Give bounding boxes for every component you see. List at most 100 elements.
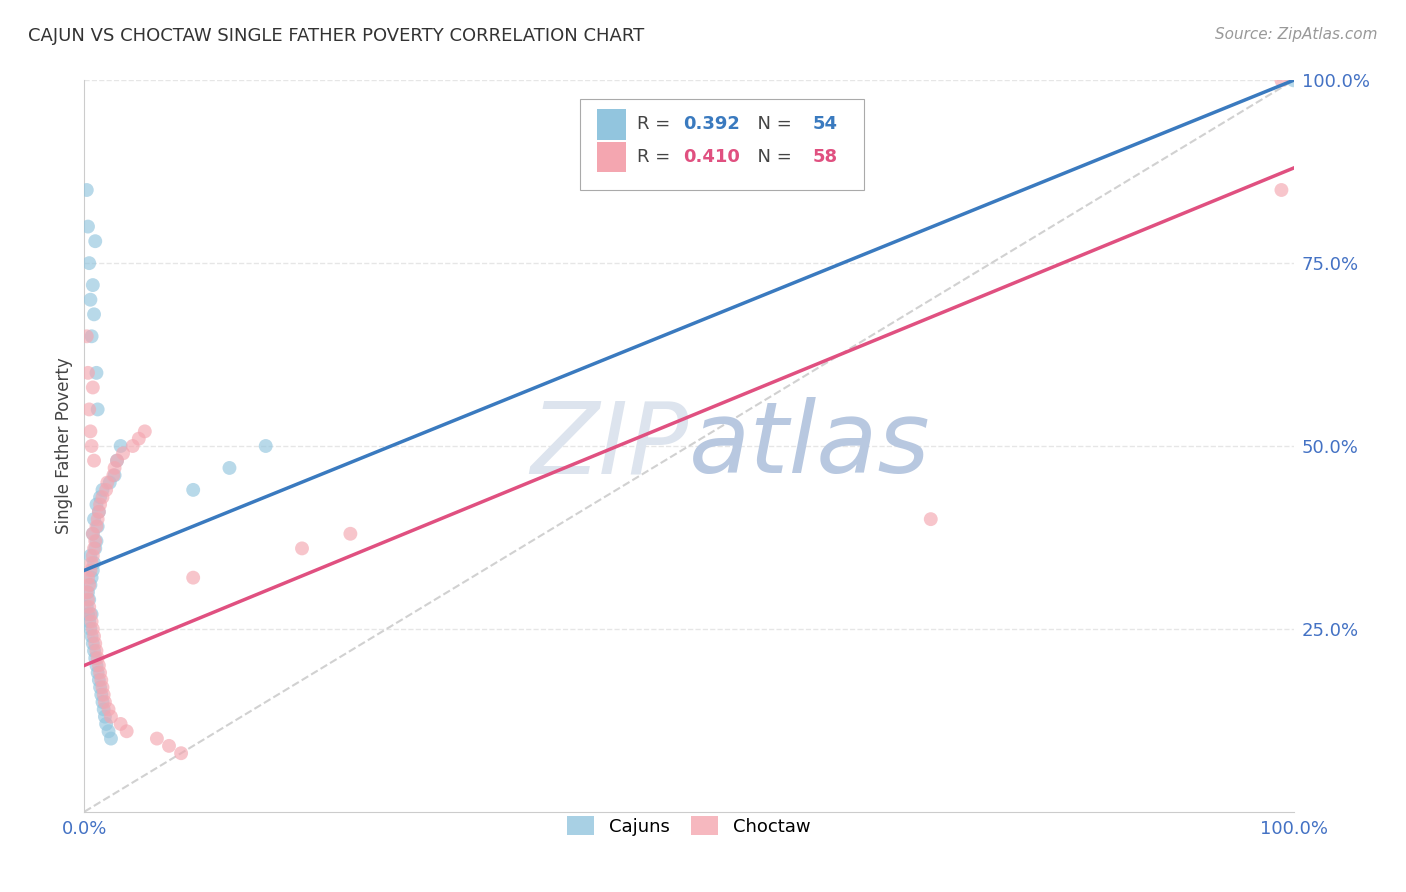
Text: CAJUN VS CHOCTAW SINGLE FATHER POVERTY CORRELATION CHART: CAJUN VS CHOCTAW SINGLE FATHER POVERTY C… — [28, 27, 644, 45]
Point — [77, 585, 100, 599]
Point — [920, 512, 942, 526]
Point — [104, 461, 127, 475]
Point — [93, 688, 115, 702]
Point — [89, 681, 111, 695]
Point — [94, 695, 117, 709]
FancyBboxPatch shape — [598, 142, 626, 172]
Point — [1270, 73, 1292, 87]
Point — [112, 446, 135, 460]
Point — [84, 636, 107, 650]
Point — [100, 731, 122, 746]
Point — [157, 739, 180, 753]
Point — [86, 512, 108, 526]
Point — [80, 615, 103, 629]
Point — [94, 483, 117, 497]
Point — [86, 658, 108, 673]
Point — [254, 439, 277, 453]
Point — [86, 519, 108, 533]
Point — [83, 644, 105, 658]
Point — [97, 702, 120, 716]
Point — [94, 709, 117, 723]
Point — [181, 483, 204, 497]
Point — [83, 453, 105, 467]
Point — [91, 695, 114, 709]
Point — [83, 629, 105, 643]
Point — [121, 439, 143, 453]
Point — [77, 599, 100, 614]
Point — [100, 709, 122, 723]
Point — [80, 439, 103, 453]
Point — [84, 541, 107, 556]
Point — [1270, 183, 1292, 197]
Point — [82, 636, 104, 650]
Point — [82, 380, 104, 394]
Point — [80, 629, 103, 643]
Point — [87, 505, 110, 519]
Point — [134, 425, 156, 439]
Point — [79, 622, 101, 636]
Point — [86, 534, 108, 549]
Point — [93, 702, 115, 716]
Point — [86, 402, 108, 417]
Point — [77, 571, 100, 585]
Point — [86, 366, 108, 380]
Point — [86, 519, 108, 533]
Text: 0.410: 0.410 — [683, 148, 740, 166]
Text: R =: R = — [637, 148, 676, 166]
Point — [87, 673, 110, 687]
Point — [82, 563, 104, 577]
Point — [79, 293, 101, 307]
Point — [79, 563, 101, 577]
Point — [90, 688, 112, 702]
Point — [84, 234, 107, 248]
Point — [84, 651, 107, 665]
Point — [76, 585, 98, 599]
Point — [170, 746, 193, 760]
Point — [181, 571, 204, 585]
Point — [90, 673, 112, 687]
Point — [86, 665, 108, 680]
Point — [77, 607, 100, 622]
Point — [94, 717, 117, 731]
Y-axis label: Single Father Poverty: Single Father Poverty — [55, 358, 73, 534]
Text: ZIP: ZIP — [530, 398, 689, 494]
Point — [115, 724, 138, 739]
Point — [1282, 73, 1305, 87]
Point — [89, 490, 111, 504]
Point — [77, 578, 100, 592]
Text: Source: ZipAtlas.com: Source: ZipAtlas.com — [1215, 27, 1378, 42]
Point — [79, 425, 101, 439]
Point — [105, 453, 128, 467]
Point — [82, 622, 104, 636]
Point — [86, 644, 108, 658]
Point — [86, 498, 108, 512]
Point — [218, 461, 240, 475]
Point — [82, 526, 104, 541]
Point — [89, 665, 111, 680]
Point — [146, 731, 169, 746]
Point — [79, 607, 101, 622]
Point — [80, 556, 103, 570]
Point — [91, 681, 114, 695]
Point — [83, 307, 105, 321]
Point — [82, 278, 104, 293]
Point — [77, 592, 100, 607]
Point — [87, 658, 110, 673]
Point — [79, 578, 101, 592]
Point — [80, 329, 103, 343]
Point — [80, 607, 103, 622]
Legend: Cajuns, Choctaw: Cajuns, Choctaw — [557, 805, 821, 847]
Point — [77, 219, 100, 234]
Point — [77, 615, 100, 629]
Point — [76, 329, 98, 343]
Point — [128, 432, 150, 446]
Point — [105, 453, 128, 467]
Point — [76, 183, 98, 197]
Point — [339, 526, 361, 541]
Point — [83, 556, 105, 570]
Text: N =: N = — [745, 115, 797, 133]
Point — [110, 717, 132, 731]
Point — [77, 366, 100, 380]
Text: atlas: atlas — [689, 398, 931, 494]
Point — [103, 468, 125, 483]
